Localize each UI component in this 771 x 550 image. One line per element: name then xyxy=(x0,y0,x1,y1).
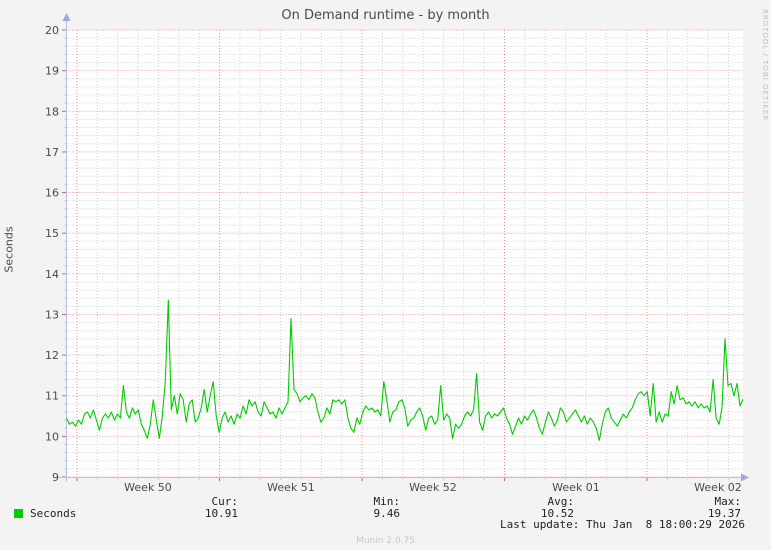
legend-header-avg: Avg: xyxy=(547,495,575,508)
legend-value-min: 9.46 xyxy=(373,507,401,520)
svg-text:18: 18 xyxy=(45,105,59,118)
svg-text:Week 01: Week 01 xyxy=(552,481,600,494)
legend-header-min: Min: xyxy=(373,495,401,508)
svg-text:9: 9 xyxy=(52,471,59,484)
svg-text:15: 15 xyxy=(45,227,59,240)
series-color-swatch xyxy=(14,509,23,518)
svg-text:14: 14 xyxy=(45,268,59,281)
svg-text:Week 51: Week 51 xyxy=(267,481,315,494)
legend-series-label: Seconds xyxy=(30,507,77,520)
svg-text:10: 10 xyxy=(45,430,59,443)
legend-value-avg: 10.52 xyxy=(540,507,574,520)
legend-value-cur: 10.91 xyxy=(204,507,238,520)
last-update-text: Last update: Thu Jan 8 18:00:29 2026 xyxy=(499,518,745,531)
svg-text:11: 11 xyxy=(45,390,59,403)
legend-value-max: 19.37 xyxy=(707,507,741,520)
svg-text:16: 16 xyxy=(45,187,59,200)
svg-text:Week 50: Week 50 xyxy=(124,481,172,494)
munin-version: Munin 2.0.75 xyxy=(356,536,415,546)
rrdtool-credit: RRDTOOL / TOBI OETIKER xyxy=(761,9,769,122)
svg-text:Week 02: Week 02 xyxy=(694,481,742,494)
svg-text:Week 52: Week 52 xyxy=(409,481,457,494)
legend-header-cur: Cur: xyxy=(211,495,239,508)
svg-text:12: 12 xyxy=(45,349,59,362)
svg-text:20: 20 xyxy=(45,24,59,37)
svg-text:19: 19 xyxy=(45,65,59,78)
svg-text:13: 13 xyxy=(45,308,59,321)
chart-title: On Demand runtime - by month xyxy=(281,8,490,23)
svg-text:17: 17 xyxy=(45,146,59,159)
legend-header-max: Max: xyxy=(714,495,742,508)
